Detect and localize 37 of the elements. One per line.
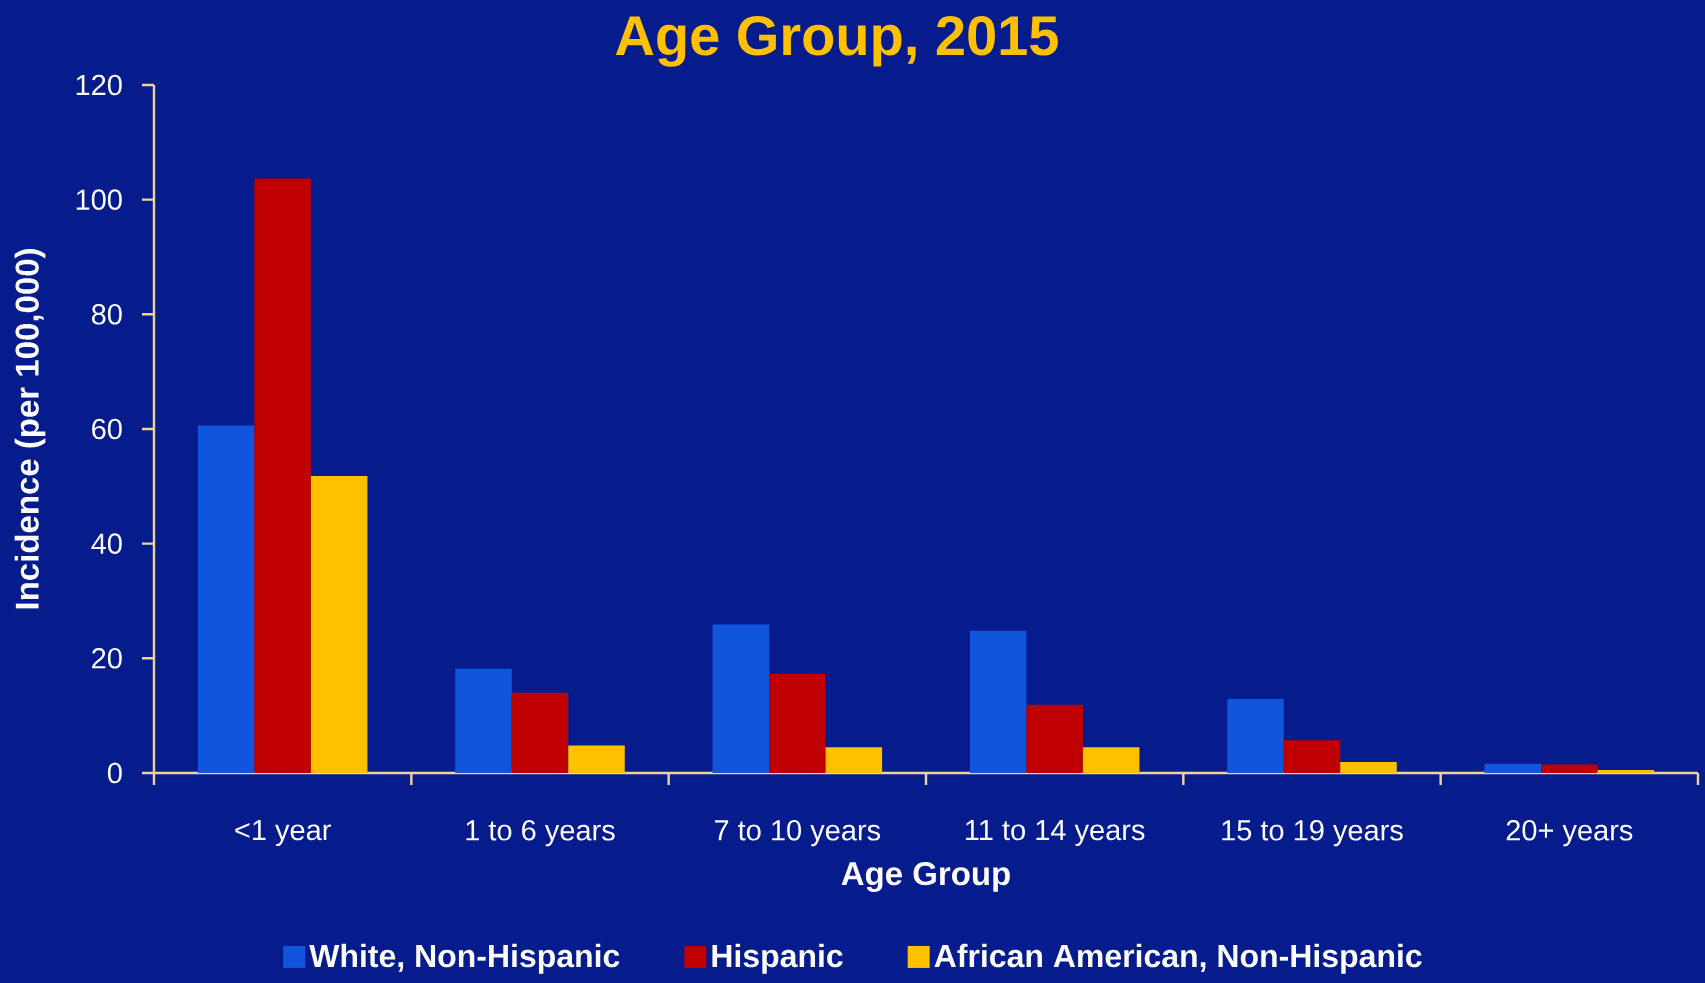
bar — [1227, 699, 1284, 773]
y-tick-label: 20 — [92, 648, 122, 669]
y-tick-label: 120 — [76, 74, 122, 96]
legend-label: White, Non-Hispanic — [309, 943, 620, 974]
bar — [310, 476, 368, 773]
y-tick-label: 60 — [92, 418, 122, 440]
legend-label: Hispanic — [712, 943, 843, 974]
chart-title: Age Group, 2015 — [615, 15, 1058, 67]
bar — [1340, 762, 1397, 773]
y-tick-label: 100 — [76, 189, 122, 210]
bar — [1484, 763, 1542, 773]
bar — [1283, 740, 1341, 773]
x-tick-label: 20+ years — [1506, 820, 1633, 847]
bar — [712, 624, 770, 773]
x-tick-label: 7 to 10 years — [714, 820, 881, 847]
bar — [1541, 764, 1598, 773]
bar — [825, 747, 883, 773]
y-tick-label: 40 — [91, 533, 122, 554]
x-tick-label: <1 year — [235, 820, 331, 847]
y-axis-title: Incidence (per 100,000) — [14, 249, 46, 609]
bar — [455, 668, 512, 773]
x-axis-title: Age Group — [841, 861, 1010, 893]
bar — [1026, 704, 1083, 773]
bar — [568, 745, 625, 773]
y-tick-label: 80 — [91, 304, 122, 325]
bar — [1597, 770, 1655, 773]
x-tick-label: 1 to 6 years — [466, 820, 615, 847]
x-tick-label: 15 to 19 years — [1222, 820, 1403, 847]
bar — [254, 178, 311, 773]
bar — [769, 673, 826, 773]
x-tick-label: 11 to 14 years — [966, 820, 1145, 847]
bar — [969, 630, 1027, 773]
y-tick-label: 0 — [107, 762, 122, 784]
bar — [1082, 747, 1140, 773]
legend-label: African American, Non-Hispanic — [934, 943, 1422, 974]
bar — [511, 692, 569, 773]
bar — [197, 425, 255, 773]
